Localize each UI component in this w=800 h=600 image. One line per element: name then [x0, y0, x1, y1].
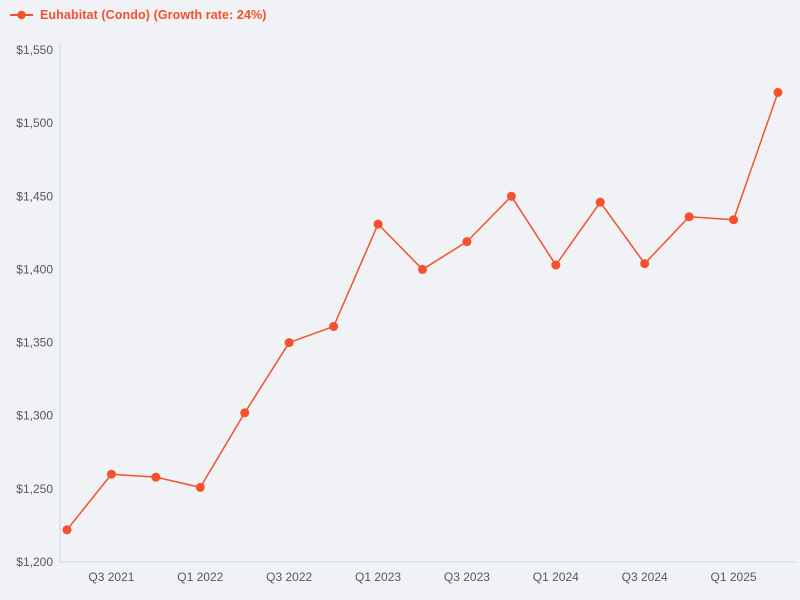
x-tick-label: Q1 2022 — [177, 570, 223, 584]
data-point[interactable] — [240, 408, 250, 418]
x-tick-label: Q3 2024 — [622, 570, 668, 584]
y-tick-label: $1,400 — [16, 262, 53, 276]
data-point[interactable] — [506, 191, 516, 201]
data-point[interactable] — [373, 219, 383, 229]
x-tick-label: Q3 2021 — [88, 570, 134, 584]
data-point[interactable] — [729, 215, 739, 225]
data-point[interactable] — [195, 482, 205, 492]
y-tick-label: $1,250 — [16, 482, 53, 496]
y-tick-label: $1,350 — [16, 336, 53, 350]
x-tick-label: Q3 2022 — [266, 570, 312, 584]
legend[interactable]: Euhabitat (Condo) (Growth rate: 24%) — [10, 8, 267, 22]
x-tick-label: Q1 2023 — [355, 570, 401, 584]
x-tick-label: Q1 2024 — [533, 570, 579, 584]
data-point[interactable] — [773, 87, 783, 97]
y-tick-label: $1,200 — [16, 555, 53, 569]
y-tick-label: $1,550 — [16, 43, 53, 57]
series-line — [66, 92, 779, 531]
data-point[interactable] — [329, 321, 339, 331]
data-point[interactable] — [151, 472, 161, 482]
x-tick-label: Q3 2023 — [444, 570, 490, 584]
data-point[interactable] — [551, 260, 561, 270]
x-tick-label: Q1 2025 — [711, 570, 757, 584]
data-point[interactable] — [640, 259, 650, 269]
y-tick-label: $1,300 — [16, 409, 53, 423]
data-point[interactable] — [595, 197, 605, 207]
legend-label: Euhabitat (Condo) (Growth rate: 24%) — [40, 8, 267, 22]
legend-line-dot-icon — [10, 10, 33, 20]
data-point[interactable] — [284, 338, 294, 348]
y-tick-label: $1,500 — [16, 116, 53, 130]
data-point[interactable] — [684, 212, 694, 222]
data-point[interactable] — [106, 469, 116, 479]
y-tick-label: $1,450 — [16, 189, 53, 203]
data-point[interactable] — [462, 237, 472, 247]
data-point[interactable] — [418, 264, 427, 274]
data-point[interactable] — [62, 525, 72, 535]
